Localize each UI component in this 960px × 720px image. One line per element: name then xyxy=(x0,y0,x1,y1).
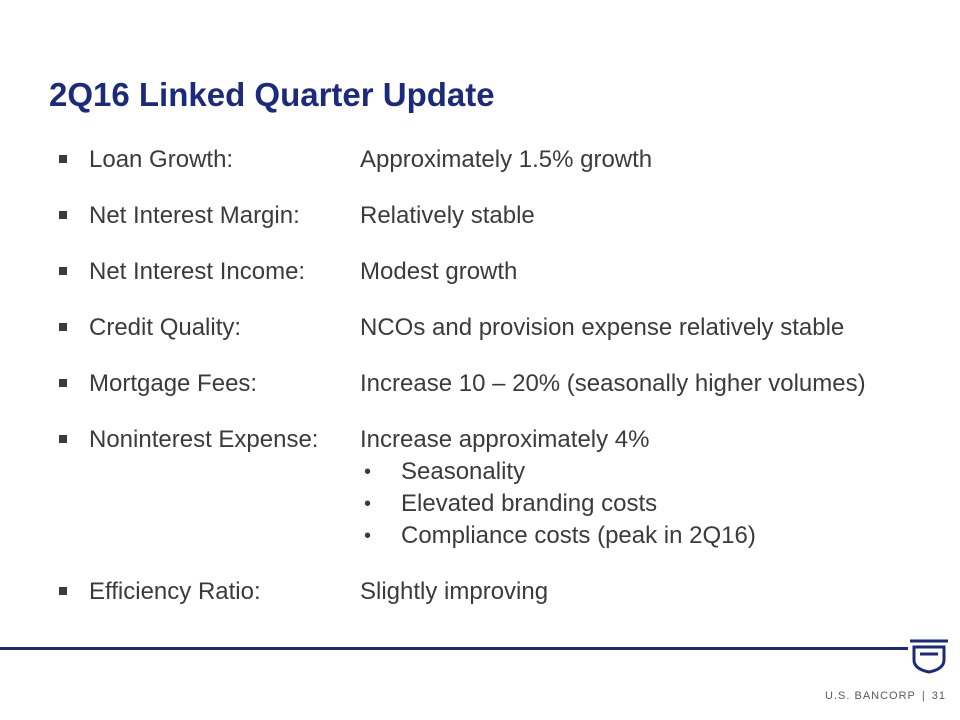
page-title: 2Q16 Linked Quarter Update xyxy=(49,76,495,113)
square-bullet-icon xyxy=(59,587,67,595)
square-bullet-icon xyxy=(59,323,67,331)
page-number: 31 xyxy=(931,690,946,702)
usbank-shield-icon xyxy=(910,639,948,674)
sub-item-text: Seasonality xyxy=(401,458,526,485)
list-item: Credit Quality: NCOs and provision expen… xyxy=(0,312,960,344)
item-label: Noninterest Expense: xyxy=(89,426,319,453)
item-label: Loan Growth: xyxy=(89,146,234,173)
list-item: Net Interest Income: Modest growth xyxy=(0,256,960,288)
list-item: Net Interest Margin: Relatively stable xyxy=(0,200,960,232)
item-label: Efficiency Ratio: xyxy=(89,578,261,605)
list-item: Mortgage Fees: Increase 10 – 20% (season… xyxy=(0,368,960,400)
item-label: Net Interest Margin: xyxy=(89,202,300,229)
sub-item-text: Elevated branding costs xyxy=(401,490,658,517)
square-bullet-icon xyxy=(59,155,67,163)
square-bullet-icon xyxy=(59,435,67,443)
footer-divider xyxy=(0,647,908,650)
square-bullet-icon xyxy=(59,379,67,387)
sub-list-item: • Compliance costs (peak in 2Q16) xyxy=(0,520,960,552)
item-value: Approximately 1.5% growth xyxy=(360,146,653,173)
footer: U.S. BANCORP | 31 xyxy=(825,690,946,702)
item-value: Relatively stable xyxy=(360,202,535,229)
list-item: Efficiency Ratio: Slightly improving xyxy=(0,576,960,608)
item-value: Modest growth xyxy=(360,258,518,285)
list-item: Noninterest Expense: Increase approximat… xyxy=(0,424,960,456)
item-label: Credit Quality: xyxy=(89,314,242,341)
item-value: Slightly improving xyxy=(360,578,549,605)
dot-bullet-icon: • xyxy=(364,493,372,515)
sub-list-item: • Elevated branding costs xyxy=(0,488,960,520)
square-bullet-icon xyxy=(59,211,67,219)
item-value: Increase approximately 4% xyxy=(360,426,650,453)
sub-item-text: Compliance costs (peak in 2Q16) xyxy=(401,522,756,549)
sub-list-item: • Seasonality xyxy=(0,456,960,488)
item-value: Increase 10 – 20% (seasonally higher vol… xyxy=(360,370,866,397)
list-item: Loan Growth: Approximately 1.5% growth xyxy=(0,144,960,176)
company-name: U.S. BANCORP xyxy=(825,690,916,702)
dot-bullet-icon: • xyxy=(364,461,372,483)
item-label: Net Interest Income: xyxy=(89,258,306,285)
square-bullet-icon xyxy=(59,267,67,275)
dot-bullet-icon: • xyxy=(364,525,372,547)
item-label: Mortgage Fees: xyxy=(89,370,258,397)
item-value: NCOs and provision expense relatively st… xyxy=(360,314,845,341)
footer-separator: | xyxy=(921,690,926,702)
